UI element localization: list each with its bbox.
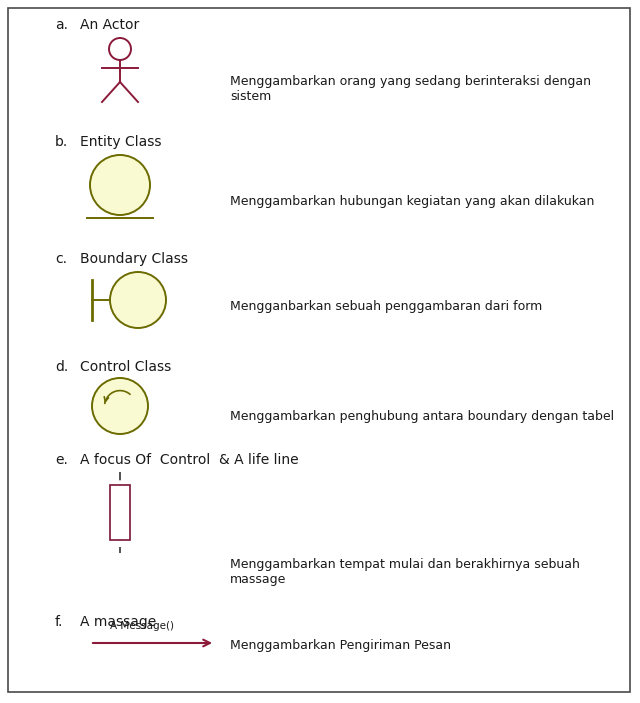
Circle shape xyxy=(90,155,150,215)
Bar xyxy=(110,485,130,540)
Text: A massage: A massage xyxy=(80,615,156,629)
Text: An Actor: An Actor xyxy=(80,18,140,32)
Text: Mengganbarkan sebuah penggambaran dari form: Mengganbarkan sebuah penggambaran dari f… xyxy=(230,300,542,313)
Text: a.: a. xyxy=(55,18,68,32)
Text: f.: f. xyxy=(55,615,63,629)
Text: A focus Of  Control  & A life line: A focus Of Control & A life line xyxy=(80,453,299,467)
Circle shape xyxy=(109,38,131,60)
Text: Menggambarkan orang yang sedang berinteraksi dengan
sistem: Menggambarkan orang yang sedang berinter… xyxy=(230,75,591,103)
Text: b.: b. xyxy=(55,135,68,149)
Text: e.: e. xyxy=(55,453,68,467)
Text: Menggambarkan hubungan kegiatan yang akan dilakukan: Menggambarkan hubungan kegiatan yang aka… xyxy=(230,195,595,208)
Text: Control Class: Control Class xyxy=(80,360,172,374)
Text: Menggambarkan Pengiriman Pesan: Menggambarkan Pengiriman Pesan xyxy=(230,638,451,652)
Text: c.: c. xyxy=(55,252,67,266)
Circle shape xyxy=(92,378,148,434)
Text: Entity Class: Entity Class xyxy=(80,135,161,149)
Text: A Message(): A Message() xyxy=(111,621,175,631)
Text: Menggambarkan tempat mulai dan berakhirnya sebuah
massage: Menggambarkan tempat mulai dan berakhirn… xyxy=(230,558,580,586)
Circle shape xyxy=(110,272,166,328)
Text: d.: d. xyxy=(55,360,68,374)
Text: Boundary Class: Boundary Class xyxy=(80,252,188,266)
Text: Menggambarkan penghubung antara boundary dengan tabel: Menggambarkan penghubung antara boundary… xyxy=(230,410,614,423)
